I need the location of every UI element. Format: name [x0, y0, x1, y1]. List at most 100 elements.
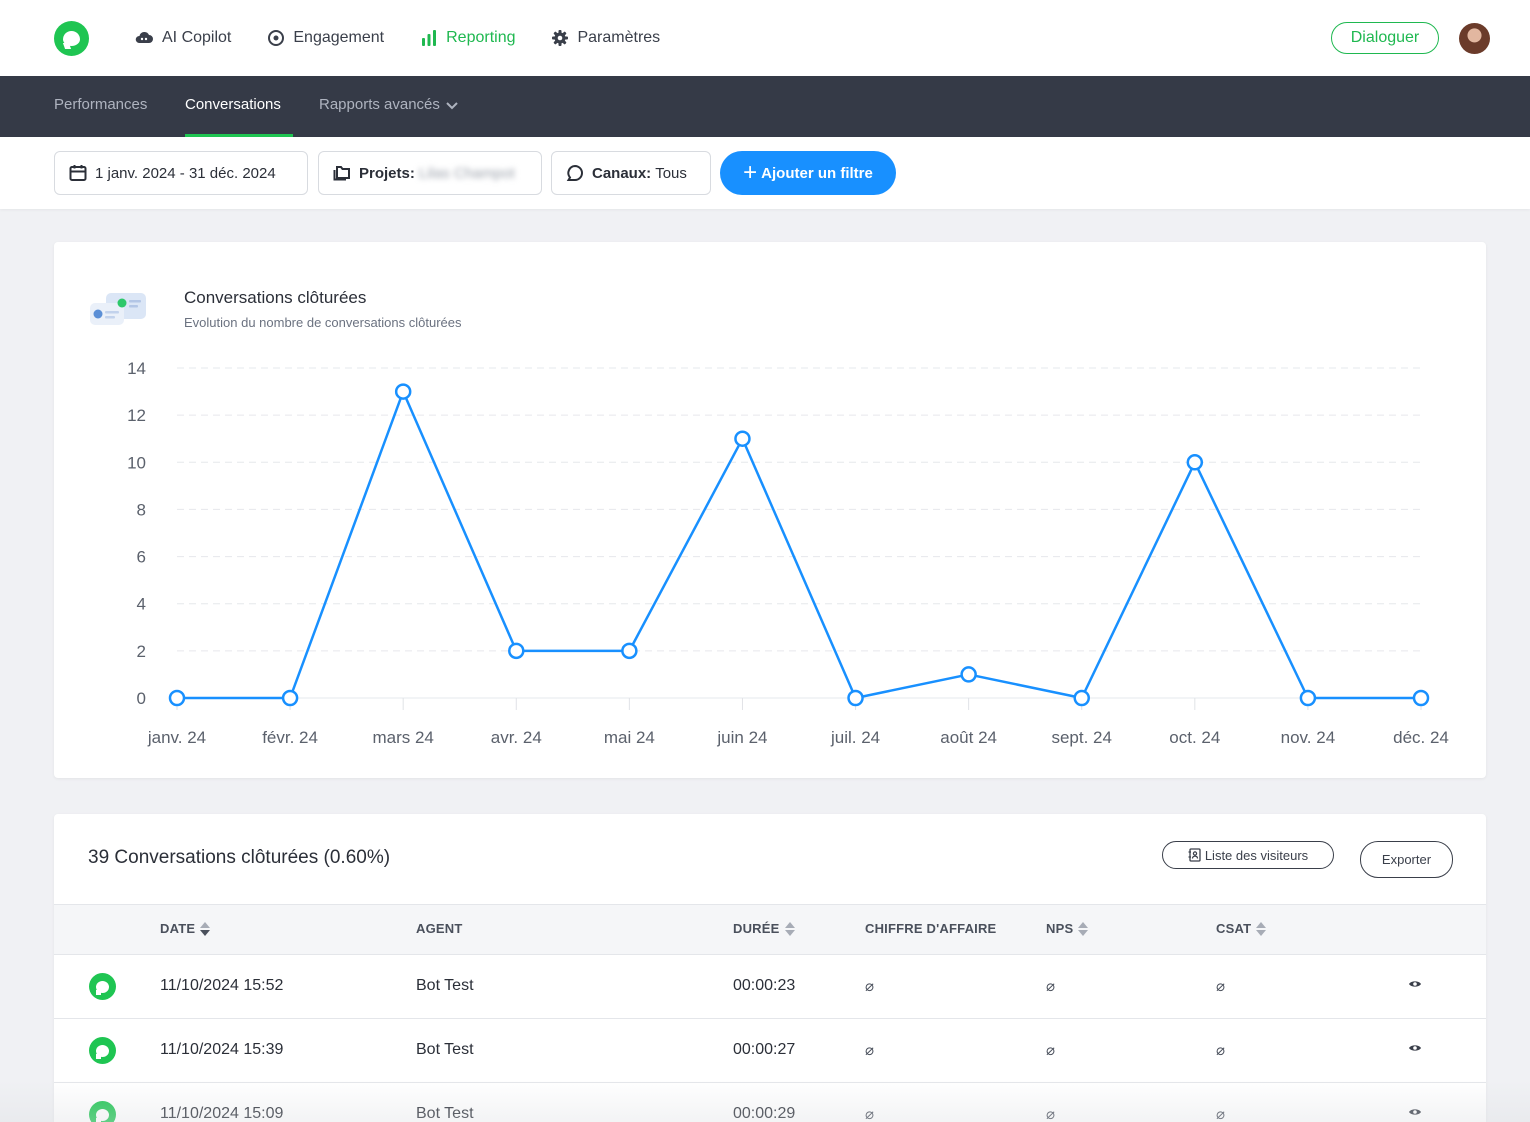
closed-conversations-line-chart: 0 2 4 6 8 10 12 14 janv. 24 févr. 24 mars 24 avr. 2… [127, 359, 1449, 747]
export-button[interactable]: Exporter [1360, 841, 1453, 878]
column-header-date[interactable]: DATE [160, 921, 211, 936]
reporting-subnav: Performances Conversations Rapports avan… [0, 76, 1530, 137]
row-nps: ⌀ [1046, 978, 1056, 995]
table-title: 39 Conversations clôturées (0.60%) [88, 847, 391, 868]
channels-label: Canaux: [592, 164, 652, 182]
date-range-value: 1 janv. 2024 - 31 déc. 2024 [95, 164, 276, 182]
column-header-label: CSAT [1216, 921, 1252, 936]
tab-performances[interactable]: Performances [54, 96, 148, 113]
tab-conversations[interactable]: Conversations [185, 96, 281, 113]
column-header-label: CHIFFRE D'AFFAIRE [865, 921, 997, 936]
chat-channel-icon [89, 1037, 116, 1064]
sort-icon[interactable] [1256, 921, 1267, 936]
add-filter-label: Ajouter un filtre [761, 164, 873, 182]
y-tick-label: 4 [137, 595, 146, 614]
column-header-csat[interactable]: CSAT [1216, 921, 1267, 936]
y-tick-label: 6 [137, 548, 146, 567]
data-point [1073, 689, 1090, 707]
nav-item-label: Paramètres [577, 29, 661, 46]
row-nps: ⌀ [1046, 1106, 1056, 1122]
row-agent: Bot Test [416, 977, 474, 994]
x-tick-label: sept. 24 [1051, 728, 1112, 747]
y-tick-label: 0 [137, 689, 146, 708]
tab-label: Rapports avancés [319, 96, 440, 113]
row-date: 11/10/2024 15:39 [160, 1041, 284, 1058]
calendar-icon [69, 165, 87, 181]
nav-item-label: AI Copilot [162, 29, 232, 46]
row-agent: Bot Test [416, 1041, 474, 1058]
data-point [168, 689, 186, 707]
brand-logo-icon[interactable] [54, 21, 89, 56]
view-eye-icon[interactable] [1408, 1043, 1422, 1053]
gear-icon [552, 30, 569, 46]
date-range-filter[interactable]: 1 janv. 2024 - 31 déc. 2024 [54, 151, 308, 195]
user-avatar[interactable] [1459, 23, 1490, 54]
row-csat: ⌀ [1216, 978, 1226, 995]
x-tick-label: janv. 24 [147, 728, 206, 747]
row-revenue: ⌀ [865, 1042, 875, 1059]
y-tick-label: 8 [137, 500, 146, 519]
column-header-label: NPS [1046, 921, 1074, 936]
x-tick-label: avr. 24 [491, 728, 542, 747]
sort-icon[interactable] [784, 921, 795, 936]
x-tick-label: nov. 24 [1281, 728, 1336, 747]
x-tick-label: mars 24 [372, 728, 433, 747]
data-point [847, 689, 864, 707]
nav-item-label: Reporting [446, 29, 516, 46]
column-header-revenue: CHIFFRE D'AFFAIRE [865, 921, 996, 936]
x-tick-label: déc. 24 [1393, 728, 1449, 747]
dialoguer-button[interactable]: Dialoguer [1331, 22, 1439, 54]
nav-item-parametres[interactable]: Paramètres [551, 26, 660, 50]
bar-chart-icon [422, 30, 437, 46]
nav-item-label: Engagement [293, 29, 385, 46]
nav-item-ai-copilot[interactable]: AI Copilot [134, 26, 231, 50]
row-duration: 00:00:29 [733, 1105, 796, 1122]
y-tick-label: 2 [137, 642, 146, 661]
data-point [1299, 689, 1317, 707]
table-row[interactable]: 11/10/2024 15:09 Bot Test 00:00:29 ⌀ ⌀ ⌀ [54, 1083, 1486, 1122]
y-tick-label: 10 [127, 453, 146, 472]
visitors-list-button[interactable]: Liste des visiteurs [1162, 841, 1334, 869]
x-tick-label: août 24 [940, 728, 997, 747]
row-date: 11/10/2024 15:52 [160, 977, 284, 994]
sort-icon[interactable] [200, 921, 211, 936]
tab-rapports-avances[interactable]: Rapports avancés [319, 96, 459, 113]
x-tick-label: juin 24 [716, 728, 767, 747]
table-header-row: DATE AGENT DURÉE CHIFFRE D'AFFAIRE NPS C… [54, 904, 1486, 955]
nav-item-engagement[interactable]: Engagement [267, 26, 384, 50]
chevron-down-icon [446, 101, 458, 109]
conversations-illustration-icon [90, 293, 146, 325]
x-tick-label: juil. 24 [830, 728, 880, 747]
view-eye-icon[interactable] [1408, 1107, 1422, 1117]
column-header-label: DATE [160, 921, 196, 936]
chat-bubble-icon [566, 164, 583, 181]
column-header-duration[interactable]: DURÉE [733, 921, 795, 936]
x-tick-label: févr. 24 [262, 728, 318, 747]
column-header-label: DURÉE [733, 921, 780, 936]
add-filter-button[interactable]: + Ajouter un filtre [720, 151, 896, 195]
contact-book-icon [1188, 848, 1201, 862]
y-tick-label: 14 [127, 359, 146, 378]
table-row[interactable]: 11/10/2024 15:52 Bot Test 00:00:23 ⌀ ⌀ ⌀ [54, 955, 1486, 1019]
data-point [394, 383, 412, 400]
chart-title: Conversations clôturées [184, 288, 367, 307]
target-icon [268, 30, 285, 46]
row-csat: ⌀ [1216, 1106, 1226, 1122]
row-duration: 00:00:23 [733, 977, 796, 994]
row-revenue: ⌀ [865, 1106, 875, 1122]
x-tick-label: mai 24 [604, 728, 655, 747]
table-row[interactable]: 11/10/2024 15:39 Bot Test 00:00:27 ⌀ ⌀ ⌀ [54, 1019, 1486, 1083]
view-eye-icon[interactable] [1408, 979, 1422, 989]
nav-item-reporting[interactable]: Reporting [420, 26, 515, 50]
column-header-nps[interactable]: NPS [1046, 921, 1089, 936]
sort-icon[interactable] [1078, 921, 1089, 936]
column-header-agent: AGENT [416, 921, 463, 936]
projects-value: Lilas Champot [418, 164, 515, 182]
row-date: 11/10/2024 15:09 [160, 1105, 284, 1122]
channels-filter[interactable]: Canaux: Tous [551, 151, 711, 195]
row-duration: 00:00:27 [733, 1041, 796, 1058]
chart-subtitle: Evolution du nombre de conversations clô… [184, 315, 462, 330]
projects-filter[interactable]: Projets: Lilas Champot [318, 151, 542, 195]
plus-icon: + [743, 159, 758, 186]
column-header-label: AGENT [416, 921, 463, 936]
